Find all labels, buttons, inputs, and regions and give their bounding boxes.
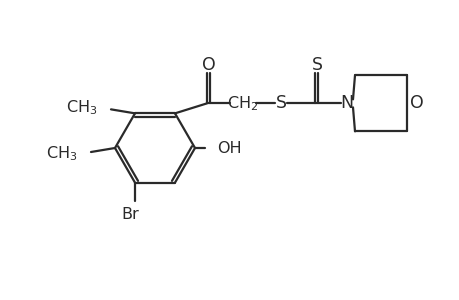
Text: S: S	[275, 94, 286, 112]
Text: CH$_2$: CH$_2$	[227, 94, 258, 113]
Text: OH: OH	[217, 140, 241, 155]
Text: Br: Br	[121, 207, 139, 222]
Text: N: N	[340, 94, 353, 112]
Text: CH$_3$: CH$_3$	[45, 145, 77, 163]
Text: S: S	[311, 56, 322, 74]
Text: CH$_3$: CH$_3$	[65, 98, 97, 117]
Text: O: O	[409, 94, 423, 112]
Text: O: O	[202, 56, 215, 74]
